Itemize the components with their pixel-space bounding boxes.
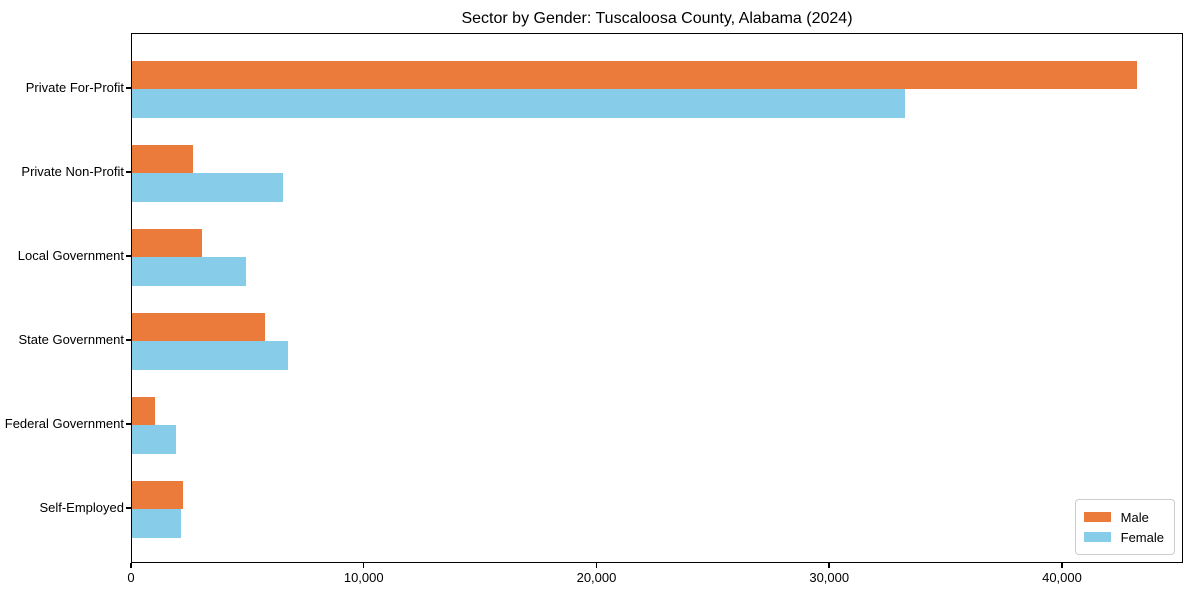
y-tick-label: Federal Government bbox=[4, 416, 124, 431]
bar-male-2 bbox=[132, 228, 202, 257]
y-tick-label: Private Non-Profit bbox=[21, 164, 124, 179]
bar-female-2 bbox=[132, 257, 247, 286]
chart-title: Sector by Gender: Tuscaloosa County, Ala… bbox=[461, 10, 853, 27]
x-tick-mark bbox=[595, 563, 598, 568]
y-tick-mark bbox=[126, 423, 131, 425]
x-tick-label: 20,000 bbox=[576, 570, 617, 585]
bar-male-0 bbox=[132, 60, 1138, 89]
bar-male-5 bbox=[132, 480, 184, 509]
bar-female-0 bbox=[132, 89, 905, 118]
legend-label-female: Female bbox=[1120, 529, 1164, 545]
bar-female-3 bbox=[132, 341, 288, 370]
x-tick-label: 10,000 bbox=[343, 570, 384, 585]
y-tick-mark bbox=[126, 339, 131, 341]
legend-label-male: Male bbox=[1120, 509, 1149, 525]
legend: Male Female bbox=[1074, 499, 1175, 555]
x-tick-label: 40,000 bbox=[1042, 570, 1082, 585]
y-tick-label: State Government bbox=[18, 332, 125, 347]
x-tick-label: 0 bbox=[127, 570, 135, 585]
x-tick-mark bbox=[362, 563, 365, 568]
bar-female-4 bbox=[132, 425, 177, 454]
y-tick-mark bbox=[126, 87, 131, 89]
bar-male-4 bbox=[132, 396, 156, 425]
y-tick-label: Self-Employed bbox=[39, 500, 124, 515]
x-tick-mark bbox=[1061, 563, 1063, 568]
bar-female-1 bbox=[132, 173, 284, 202]
y-tick-mark bbox=[126, 171, 131, 173]
legend-swatch-male-icon bbox=[1083, 512, 1111, 522]
legend-row-male: Male bbox=[1083, 507, 1164, 527]
x-tick-label: 30,000 bbox=[809, 570, 850, 585]
y-tick-mark bbox=[126, 255, 131, 257]
x-tick-mark bbox=[130, 563, 132, 568]
y-tick-mark bbox=[126, 507, 131, 509]
y-tick-label: Local Government bbox=[17, 248, 124, 263]
bar-female-5 bbox=[132, 509, 181, 538]
bar-male-1 bbox=[132, 144, 193, 173]
y-tick-label: Private For-Profit bbox=[25, 80, 124, 95]
x-tick-mark bbox=[828, 563, 830, 568]
bar-male-3 bbox=[132, 312, 265, 341]
plot-area bbox=[131, 33, 1183, 563]
legend-row-female: Female bbox=[1083, 527, 1164, 547]
legend-swatch-female-icon bbox=[1083, 532, 1111, 542]
